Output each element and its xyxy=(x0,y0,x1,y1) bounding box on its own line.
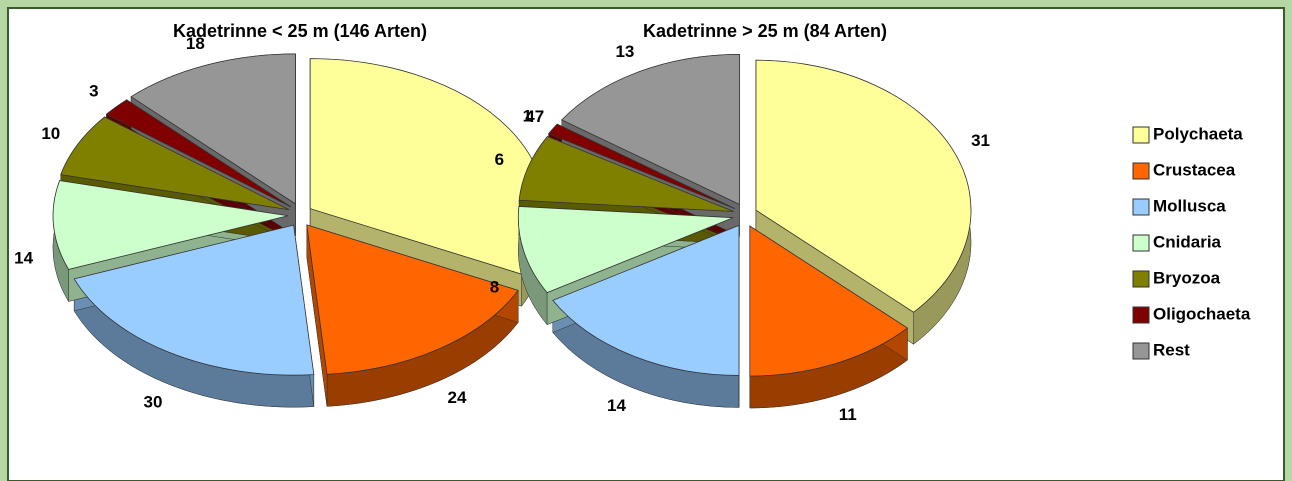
legend-label: Crustacea xyxy=(1153,160,1236,179)
legend-label: Bryozoa xyxy=(1153,268,1221,287)
data-label: 3 xyxy=(89,82,98,101)
chart-title: Kadetrinne < 25 m (146 Arten) xyxy=(173,21,427,41)
chart: Kadetrinne < 25 m (146 Arten)47243014103… xyxy=(0,0,1292,481)
data-label: 13 xyxy=(615,42,634,61)
legend-swatch xyxy=(1133,343,1149,359)
legend-label: Oligochaeta xyxy=(1153,304,1251,323)
data-label: 31 xyxy=(971,131,990,150)
data-label: 18 xyxy=(186,34,205,53)
legend-label: Rest xyxy=(1153,340,1190,359)
data-label: 14 xyxy=(607,396,626,415)
legend-swatch xyxy=(1133,235,1149,251)
data-label: 14 xyxy=(14,248,33,267)
legend-swatch xyxy=(1133,307,1149,323)
legend-label: Polychaeta xyxy=(1153,124,1243,143)
data-label: 24 xyxy=(448,388,467,407)
data-label: 8 xyxy=(490,277,499,296)
data-label: 30 xyxy=(144,392,163,411)
legend-swatch xyxy=(1133,199,1149,215)
legend-swatch xyxy=(1133,163,1149,179)
legend-swatch xyxy=(1133,127,1149,143)
data-label: 10 xyxy=(41,124,60,143)
legend-label: Cnidaria xyxy=(1153,232,1222,251)
data-label: 1 xyxy=(523,107,532,126)
chart-title: Kadetrinne > 25 m (84 Arten) xyxy=(643,21,887,41)
data-label: 11 xyxy=(839,405,857,424)
legend-swatch xyxy=(1133,271,1149,287)
data-label: 6 xyxy=(495,150,504,169)
legend-label: Mollusca xyxy=(1153,196,1226,215)
